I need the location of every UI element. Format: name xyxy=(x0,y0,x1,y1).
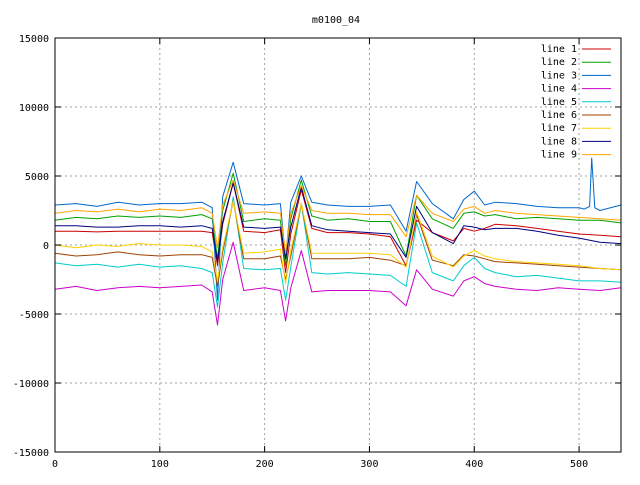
series-line-8 xyxy=(55,182,622,263)
y-tick-label: -5000 xyxy=(19,310,49,321)
series-line-9 xyxy=(54,179,622,254)
series-line-7 xyxy=(54,200,622,285)
legend-label-1: line 1 xyxy=(541,44,577,55)
x-tick-label: 500 xyxy=(570,459,588,470)
grid xyxy=(55,38,621,452)
legend-label-9: line 9 xyxy=(541,150,577,161)
legend-label-7: line 7 xyxy=(541,123,577,134)
ticks: 0 100 200 300 400 500 -15000 -10000 -5000 0 5000 10… xyxy=(13,34,621,470)
x-tick-label: 300 xyxy=(360,459,378,470)
legend-label-6: line 6 xyxy=(541,110,577,121)
legend-label-4: line 4 xyxy=(541,84,577,95)
series-line-2 xyxy=(54,172,622,267)
series-line-4 xyxy=(54,241,622,326)
x-tick-label: 200 xyxy=(256,459,274,470)
legend-label-2: line 2 xyxy=(541,57,577,68)
series-line-6 xyxy=(54,200,622,287)
series-line-1 xyxy=(55,182,622,274)
y-tick-label: 10000 xyxy=(19,103,49,114)
series-layer xyxy=(54,157,622,326)
y-tick-label: 15000 xyxy=(19,34,49,45)
y-tick-label: 0 xyxy=(43,241,49,252)
x-tick-label: 400 xyxy=(465,459,483,470)
y-tick-label: 5000 xyxy=(25,172,49,183)
legend: line 1 line 2 line 3 line 4 line 5 line 6 line… xyxy=(541,44,611,161)
y-tick-label: -15000 xyxy=(13,448,49,459)
y-tick-label: -10000 xyxy=(13,379,49,390)
chart-title: m0100_04 xyxy=(312,15,360,26)
x-tick-label: 0 xyxy=(52,459,58,470)
legend-label-8: line 8 xyxy=(541,136,577,147)
series-line-3 xyxy=(54,157,622,301)
legend-label-5: line 5 xyxy=(541,97,577,108)
x-tick-label: 100 xyxy=(151,459,169,470)
series-line-5 xyxy=(54,196,622,308)
legend-label-3: line 3 xyxy=(541,70,577,81)
